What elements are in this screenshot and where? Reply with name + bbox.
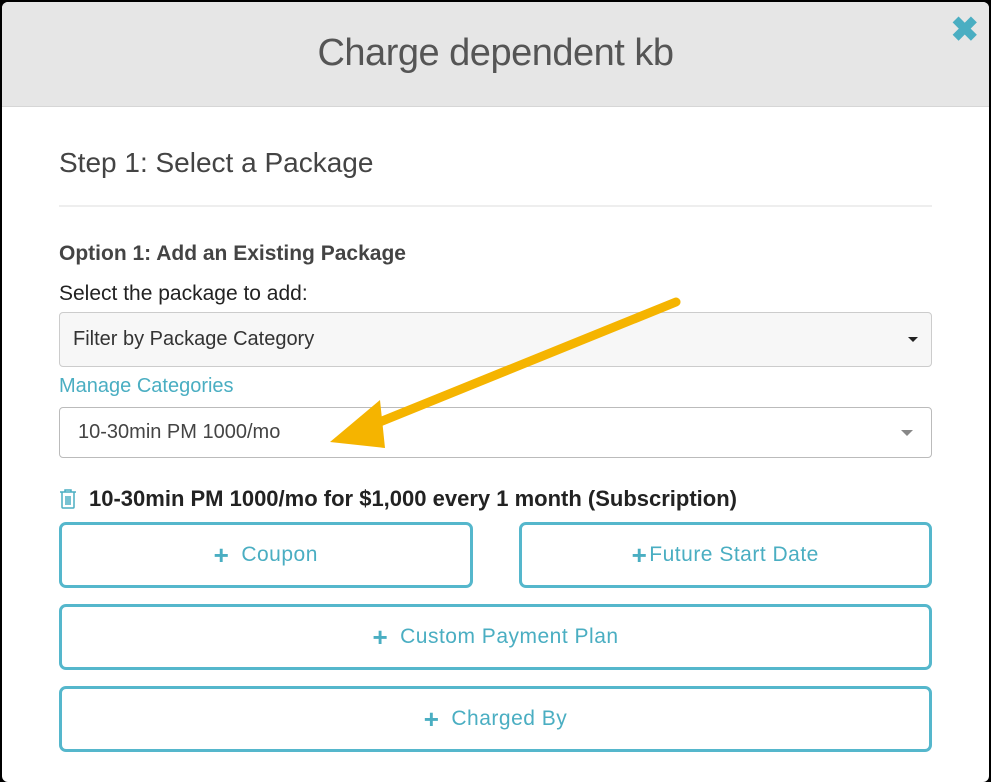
plus-icon: + [213, 539, 230, 570]
modal-header: Charge dependent kb [2, 2, 989, 107]
plus-icon: + [631, 539, 648, 570]
plus-icon: + [423, 703, 440, 734]
coupon-label: Coupon [241, 543, 318, 566]
select-label: Select the package to add: [59, 282, 308, 305]
plus-icon: + [372, 621, 389, 652]
modal-title: Charge dependent kb [317, 31, 674, 74]
close-icon[interactable]: ✖ [950, 11, 980, 49]
future-start-date-button[interactable]: + Future Start Date [518, 522, 932, 588]
future-start-label: Future Start Date [649, 543, 819, 566]
step-title: Step 1: Select a Package [59, 147, 932, 207]
caret-down-icon [901, 429, 913, 436]
coupon-button[interactable]: + Coupon [59, 522, 473, 588]
caret-down-icon [908, 337, 918, 342]
manage-categories-link[interactable]: Manage Categories [59, 375, 234, 397]
summary-text: 10-30min PM 1000/mo for $1,000 every 1 m… [89, 486, 737, 511]
option-title: Option 1: Add an Existing Package [59, 242, 406, 265]
category-filter-value: Filter by Package Category [73, 328, 315, 350]
package-select[interactable]: 10-30min PM 1000/mo [59, 407, 932, 458]
charged-by-button[interactable]: + Charged By [59, 686, 932, 752]
package-select-value: 10-30min PM 1000/mo [78, 421, 281, 443]
trash-icon[interactable] [59, 489, 77, 509]
category-filter-select[interactable]: Filter by Package Category [59, 312, 932, 367]
selected-package-summary: 10-30min PM 1000/mo for $1,000 every 1 m… [59, 486, 932, 512]
charged-by-label: Charged By [451, 707, 568, 730]
custom-payment-plan-button[interactable]: + Custom Payment Plan [59, 604, 932, 670]
custom-plan-label: Custom Payment Plan [400, 625, 619, 648]
